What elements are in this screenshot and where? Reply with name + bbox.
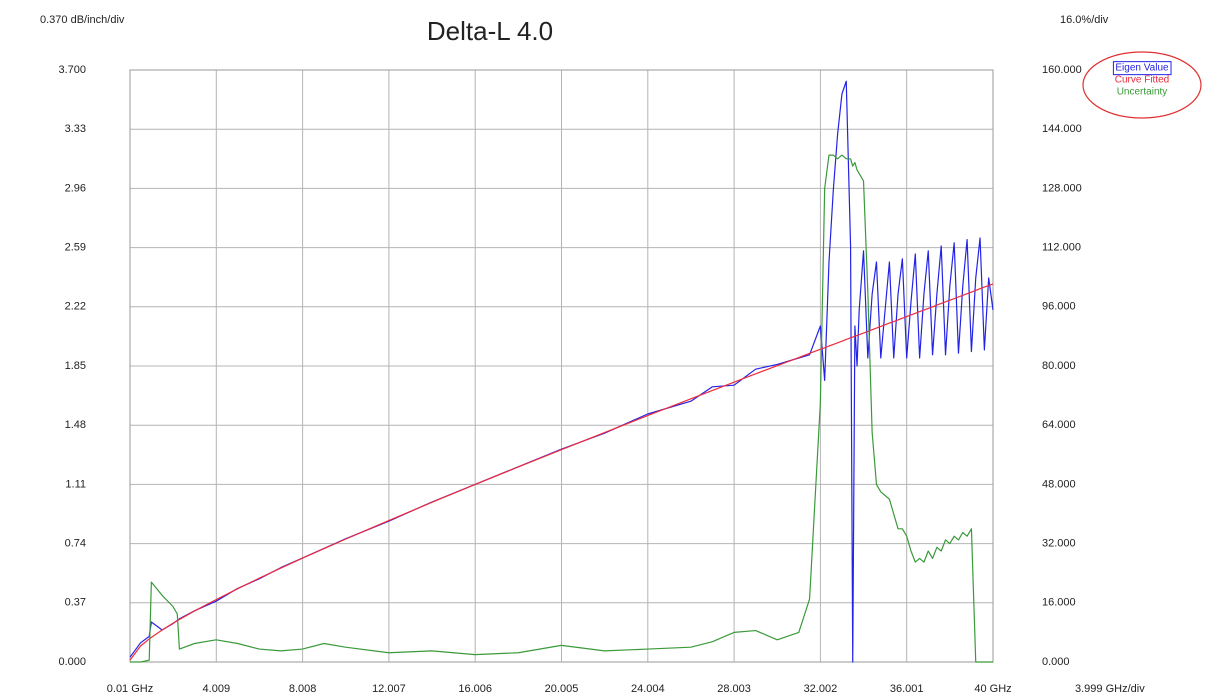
x-tick-label: 12.007 [372, 683, 406, 695]
x-tick-label: 28.003 [717, 683, 751, 695]
y-tick-label: 1.85 [65, 360, 86, 372]
legend-entry: Eigen Value [1115, 63, 1169, 74]
x-tick-label: 40 GHz [974, 683, 1011, 695]
y-tick-label: 1.11 [65, 478, 86, 490]
y2-tick-label: 48.000 [1042, 478, 1076, 490]
x-tick-label: 4.009 [203, 683, 231, 695]
y-axis-label: 0.370 dB/inch/div [40, 14, 125, 26]
series-line [129, 283, 994, 661]
legend-highlight [1082, 51, 1202, 119]
y-tick-label: 3.33 [65, 123, 86, 135]
x-tick-label: 0.01 GHz [107, 683, 153, 695]
y-tick-label: 2.96 [65, 182, 86, 194]
x-tick-label: 16.006 [458, 683, 492, 695]
plot-border [129, 69, 994, 663]
y2-tick-label: 16.000 [1042, 597, 1076, 609]
y-tick-label: 3.700 [58, 64, 86, 76]
y2-tick-label: 112.000 [1042, 242, 1081, 254]
y-tick-label: 0.74 [65, 538, 86, 550]
y2-tick-label: 32.000 [1042, 538, 1076, 550]
y2-tick-label: 0.000 [1042, 656, 1070, 668]
x-tick-label: 32.002 [804, 683, 838, 695]
x-tick-label: 24.004 [631, 683, 665, 695]
legend-entry: Curve Fitted [1115, 75, 1169, 86]
y2-tick-label: 144.000 [1042, 123, 1082, 135]
y-tick-label: 0.000 [58, 656, 86, 668]
x-tick-label: 36.001 [890, 683, 924, 695]
legend-entry: Uncertainty [1117, 87, 1168, 98]
x-tick-label: 20.005 [545, 683, 579, 695]
y2-tick-label: 64.000 [1042, 419, 1076, 431]
chart-title: Delta-L 4.0 [427, 16, 553, 46]
y-tick-label: 1.48 [65, 419, 86, 431]
y2-tick-label: 128.000 [1042, 182, 1082, 194]
y2-tick-label: 80.000 [1042, 360, 1076, 372]
x-axis-label: 3.999 GHz/div [1075, 683, 1145, 695]
x-tick-label: 8.008 [289, 683, 317, 695]
y-tick-label: 2.59 [65, 242, 86, 254]
y-tick-label: 2.22 [65, 301, 86, 313]
y2-axis-label: 16.0%/div [1060, 14, 1109, 26]
y-tick-label: 0.37 [65, 597, 86, 609]
y2-tick-label: 96.000 [1042, 301, 1076, 313]
legend-selection [1112, 61, 1172, 76]
y2-tick-label: 160.000 [1042, 64, 1082, 76]
series-line [130, 154, 993, 663]
